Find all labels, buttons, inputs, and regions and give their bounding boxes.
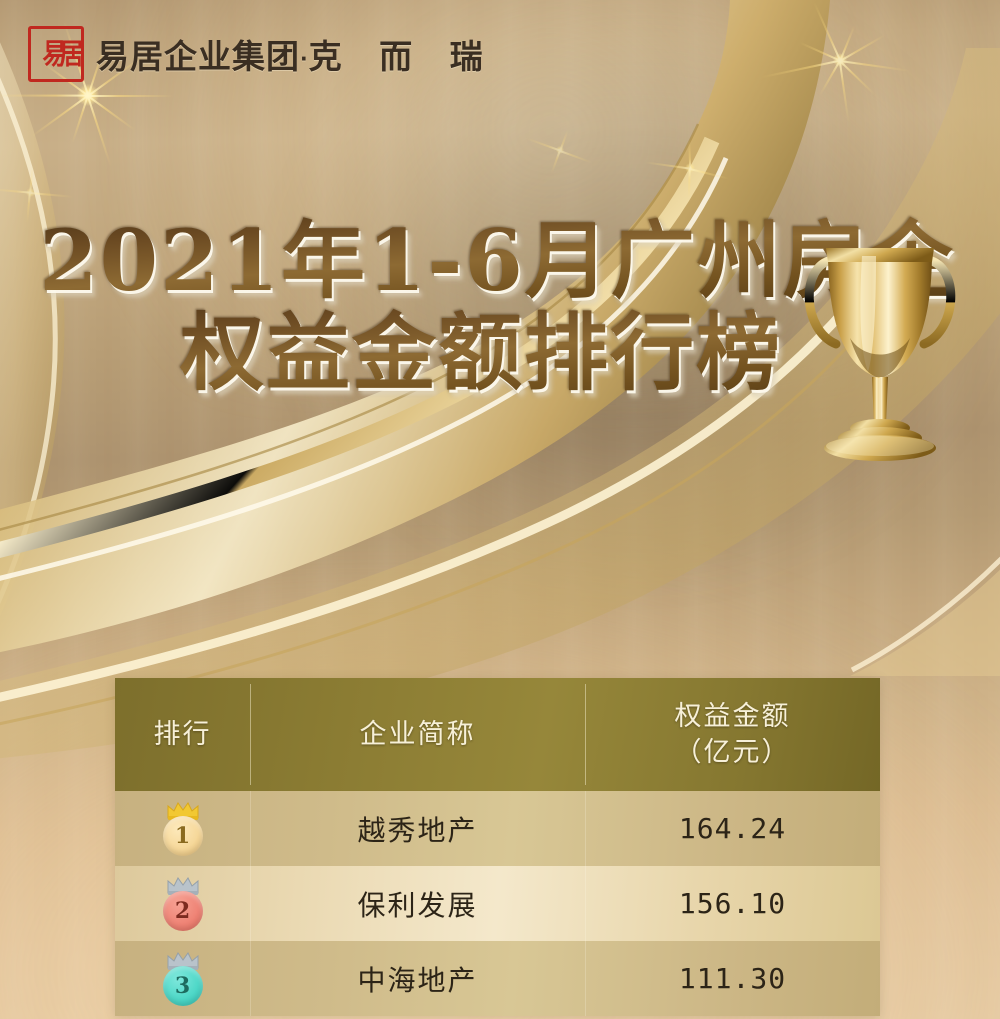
brand-name-main: 易居企业集团 bbox=[96, 37, 300, 76]
company-name: 越秀地产 bbox=[357, 813, 478, 847]
equity-value-cell: 156.10 bbox=[585, 866, 880, 941]
company-name-cell: 保利发展 bbox=[250, 866, 585, 941]
equity-value: 111.30 bbox=[678, 962, 787, 995]
column-header-rank: 排行 bbox=[115, 678, 250, 791]
rank-number: 3 bbox=[162, 965, 203, 1006]
title-line-2: 权益金额排行榜 bbox=[0, 304, 1000, 402]
company-name-cell: 中海地产 bbox=[250, 941, 585, 1016]
column-header-rank-label: 排行 bbox=[153, 718, 212, 750]
column-header-name: 企业简称 bbox=[250, 678, 585, 791]
table-row[interactable]: 3 中海地产 111.30 bbox=[115, 941, 880, 1016]
equity-value-cell: 111.30 bbox=[585, 941, 880, 1016]
table-row[interactable]: 2 保利发展 156.10 bbox=[115, 866, 880, 941]
brand-sub-name: 克 而 瑞 bbox=[308, 37, 496, 76]
rank-cell: 1 bbox=[115, 791, 250, 866]
bronze-medal-icon: 3 bbox=[160, 950, 206, 1008]
row-divider bbox=[250, 866, 251, 941]
row-divider bbox=[585, 866, 586, 941]
column-header-value-label: 权益金额 bbox=[674, 700, 791, 732]
company-name-cell: 越秀地产 bbox=[250, 791, 585, 866]
trophy-icon bbox=[796, 218, 964, 480]
rank-cell: 3 bbox=[115, 941, 250, 1016]
equity-value: 156.10 bbox=[678, 887, 787, 920]
row-divider bbox=[585, 791, 586, 866]
ranking-table: 排行 企业简称 权益金额 （亿元） 1 bbox=[115, 678, 880, 1016]
rank-number: 1 bbox=[162, 815, 203, 856]
rank-number: 2 bbox=[162, 890, 203, 931]
row-divider bbox=[585, 941, 586, 1016]
brand-name: 易居企业集团·克 而 瑞 bbox=[96, 30, 496, 78]
table-row[interactable]: 1 越秀地产 164.24 bbox=[115, 791, 880, 866]
column-header-value: 权益金额 （亿元） bbox=[585, 678, 880, 791]
company-name: 中海地产 bbox=[357, 963, 478, 997]
silver-medal-icon: 2 bbox=[160, 875, 206, 933]
row-divider bbox=[250, 941, 251, 1016]
company-name: 保利发展 bbox=[357, 888, 478, 922]
equity-value-cell: 164.24 bbox=[585, 791, 880, 866]
header-divider bbox=[250, 684, 251, 785]
column-header-value-unit: （亿元） bbox=[674, 736, 791, 768]
seal-text: 易居 bbox=[42, 36, 84, 71]
brand-logo: 易居 易居企业集团·克 而 瑞 bbox=[28, 26, 496, 82]
equity-value: 164.24 bbox=[678, 812, 787, 845]
header-divider bbox=[585, 684, 586, 785]
rank-cell: 2 bbox=[115, 866, 250, 941]
row-divider bbox=[250, 791, 251, 866]
poster-title: 2021年1-6月广州房企 权益金额排行榜 bbox=[0, 212, 1000, 402]
column-header-name-label: 企业简称 bbox=[359, 718, 476, 750]
brand-separator: · bbox=[300, 46, 309, 71]
title-line-1: 2021年1-6月广州房企 bbox=[0, 212, 1000, 310]
seal-stamp-icon: 易居 bbox=[28, 26, 84, 82]
table-header-row: 排行 企业简称 权益金额 （亿元） bbox=[115, 678, 880, 791]
gold-medal-icon: 1 bbox=[160, 800, 206, 858]
